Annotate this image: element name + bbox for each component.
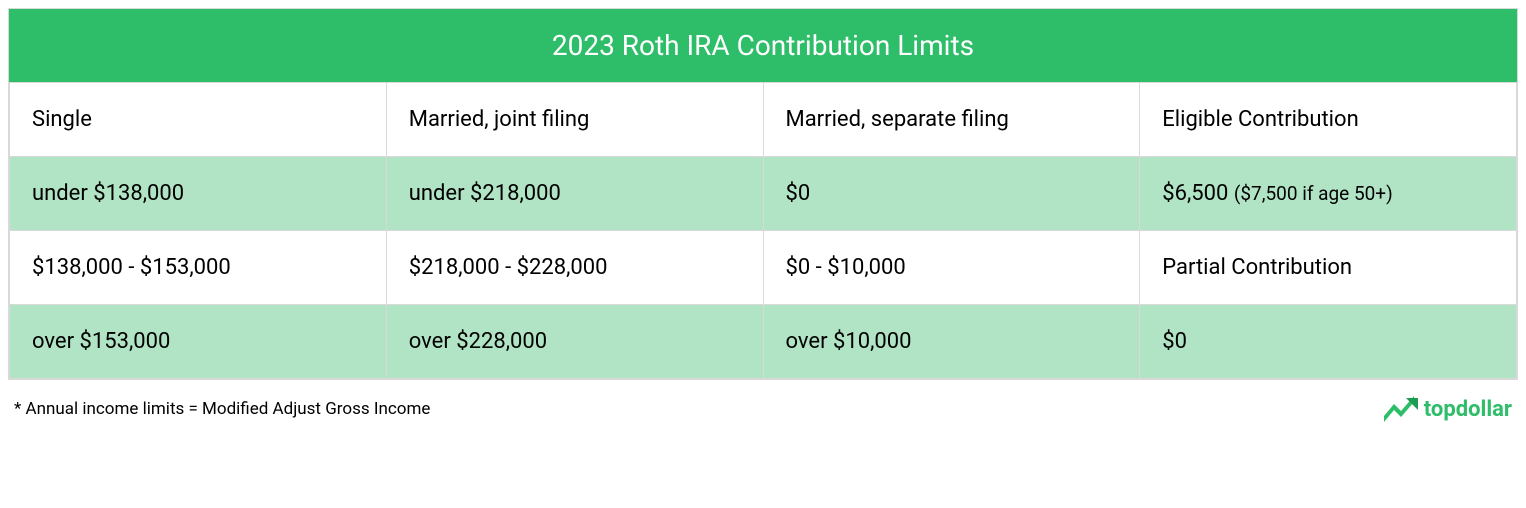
cell-married-joint: under $218,000 (386, 157, 763, 231)
contribution-limits-table: 2023 Roth IRA Contribution Limits Single… (8, 8, 1518, 380)
cell-contribution: Partial Contribution (1140, 231, 1517, 305)
footnote: * Annual income limits = Modified Adjust… (14, 399, 430, 419)
brand-logo: topdollar (1384, 396, 1512, 422)
cell-contribution: $0 (1140, 305, 1517, 379)
cell-contribution: $6,500 ($7,500 if age 50+) (1140, 157, 1517, 231)
cell-single: $138,000 - $153,000 (10, 231, 387, 305)
cell-married-separate: $0 (763, 157, 1140, 231)
table-row: $138,000 - $153,000 $218,000 - $228,000 … (10, 231, 1517, 305)
contribution-main: $6,500 (1162, 181, 1228, 206)
cell-married-separate: $0 - $10,000 (763, 231, 1140, 305)
cell-married-joint: $218,000 - $228,000 (386, 231, 763, 305)
table-row: over $153,000 over $228,000 over $10,000… (10, 305, 1517, 379)
col-header-married-joint: Married, joint filing (386, 83, 763, 157)
contribution-sub: ($7,500 if age 50+) (1234, 182, 1393, 205)
table-header-row: Single Married, joint filing Married, se… (10, 83, 1517, 157)
cell-married-separate: over $10,000 (763, 305, 1140, 379)
table-row: under $138,000 under $218,000 $0 $6,500 … (10, 157, 1517, 231)
cell-single: over $153,000 (10, 305, 387, 379)
table: Single Married, joint filing Married, se… (9, 82, 1517, 379)
col-header-eligible-contribution: Eligible Contribution (1140, 83, 1517, 157)
table-title: 2023 Roth IRA Contribution Limits (9, 9, 1517, 82)
contribution-main: $0 (1162, 329, 1187, 354)
topdollar-icon (1384, 396, 1418, 422)
col-header-single: Single (10, 83, 387, 157)
footer: * Annual income limits = Modified Adjust… (8, 380, 1518, 426)
cell-single: under $138,000 (10, 157, 387, 231)
cell-married-joint: over $228,000 (386, 305, 763, 379)
contribution-main: Partial Contribution (1162, 255, 1352, 280)
col-header-married-separate: Married, separate filing (763, 83, 1140, 157)
brand-text: topdollar (1424, 397, 1512, 422)
